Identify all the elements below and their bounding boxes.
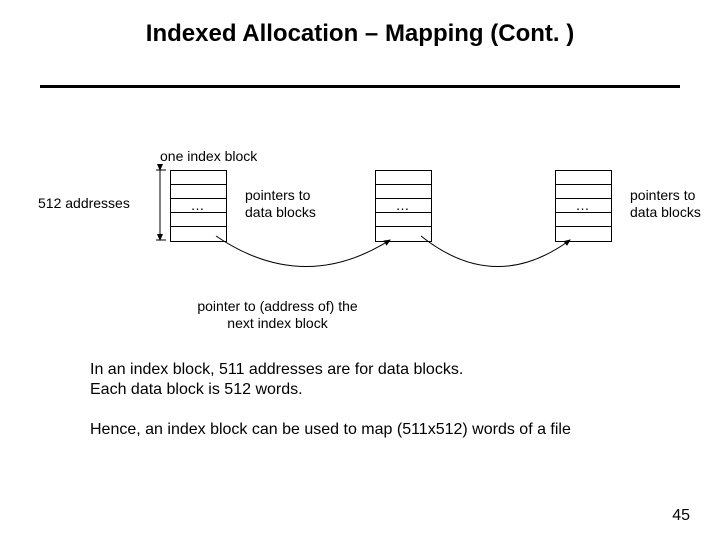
page-number: 45: [672, 507, 690, 525]
pointers-to-data-blocks-1: pointers to data blocks: [245, 187, 316, 221]
one-index-block-label: one index block: [160, 148, 257, 165]
pointer-to-next-index-block-label: pointer to (address of) the next index b…: [175, 298, 380, 332]
ptr-next-line2: next index block: [227, 315, 327, 331]
ptr-next-line1: pointer to (address of) the: [197, 298, 357, 314]
ellipsis-1: …: [170, 198, 225, 212]
ptr-data-1-line2: data blocks: [245, 204, 316, 220]
ptr-data-2-line1: pointers to: [630, 187, 695, 203]
ellipsis-2: …: [375, 198, 430, 212]
addresses-512-label: 512 addresses: [38, 195, 130, 212]
pointers-to-data-blocks-2: pointers to data blocks: [630, 187, 701, 221]
ptr-data-2-line2: data blocks: [630, 204, 701, 220]
page-title: Indexed Allocation – Mapping (Cont. ): [0, 20, 720, 48]
ptr-data-1-line1: pointers to: [245, 187, 310, 203]
body-text-1: In an index block, 511 addresses are for…: [90, 360, 463, 379]
title-rule: [40, 85, 680, 88]
body-text-3: Hence, an index block can be used to map…: [90, 420, 571, 439]
body-text-2: Each data block is 512 words.: [90, 380, 303, 399]
diagram-arrows: [0, 0, 720, 540]
ellipsis-3: …: [555, 198, 610, 212]
